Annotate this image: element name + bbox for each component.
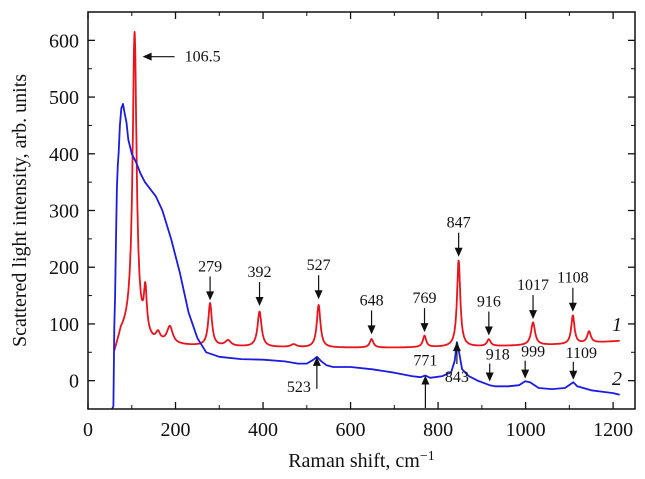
annotation-1109-label: 1109 [566,345,597,362]
y-axis-title: Scattered light intensity, arb. units [9,74,31,347]
annotation-918-label: 918 [486,346,510,363]
annotation-1017-arrow-head [529,310,538,320]
annotation-527-label: 527 [307,257,331,274]
annotation-847-label: 847 [447,215,471,232]
y-tick-label: 300 [49,201,79,223]
annotation-843-head [452,342,461,352]
annotation-847-arrow-head [454,247,463,257]
series-1-label: 1 [612,314,622,336]
annotation-392-label: 392 [248,264,272,281]
x-axis-title: Raman shift, cm−1 [288,449,435,473]
annotation-843-label: 843 [445,369,469,386]
x-axis-title-text: Raman shift, cm [288,450,420,472]
annotation-106.5-head [142,52,152,61]
annotation-771-head [421,375,430,385]
annotation-999-label: 999 [521,344,545,361]
y-tick-label: 100 [49,314,79,336]
y-tick-label: 0 [69,371,79,393]
annotation-1109-arrow-head [569,370,578,380]
annotation-999-arrow-head [521,369,530,379]
annotation-527-arrow-head [314,290,323,300]
annotation-523-label: 523 [287,379,311,396]
annotation-648-label: 648 [360,292,384,309]
x-tick-label: 400 [248,419,278,441]
annotation-648-arrow-head [367,325,376,335]
annotation-1108-arrow-head [568,302,577,312]
x-axis-title-superscript: −1 [420,449,435,464]
series-1-line [113,31,621,351]
y-tick-label: 600 [49,30,79,52]
x-tick-label: 0 [83,419,93,441]
series-2-label: 2 [612,368,622,390]
x-tick-label: 200 [161,419,191,441]
x-tick-label: 600 [336,419,366,441]
annotation-106.5-label: 106.5 [185,49,221,66]
annotation-918-arrow-head [485,372,494,382]
series-2-line [111,103,620,410]
annotation-392-arrow-head [255,297,264,307]
y-tick-label: 200 [49,257,79,279]
annotation-916-arrow-head [484,326,493,336]
annotation-523-head [312,356,321,366]
y-tick-label: 400 [49,144,79,166]
annotation-916-label: 916 [477,294,501,311]
x-tick-label: 1200 [593,419,633,441]
annotation-771-label: 771 [413,353,437,370]
annotation-1108-label: 1108 [557,270,588,287]
x-tick-label: 1000 [506,419,546,441]
annotation-279-arrow-head [206,291,215,301]
annotation-1017-label: 1017 [517,277,549,294]
y-tick-label: 500 [49,87,79,109]
annotation-279-label: 279 [198,258,222,275]
x-tick-label: 800 [423,419,453,441]
annotation-769-arrow-head [420,323,429,333]
annotation-769-label: 769 [413,290,437,307]
